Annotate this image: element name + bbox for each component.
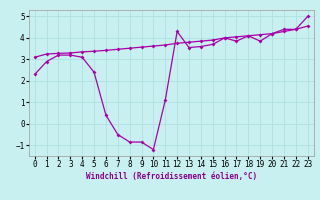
X-axis label: Windchill (Refroidissement éolien,°C): Windchill (Refroidissement éolien,°C) <box>86 172 257 181</box>
